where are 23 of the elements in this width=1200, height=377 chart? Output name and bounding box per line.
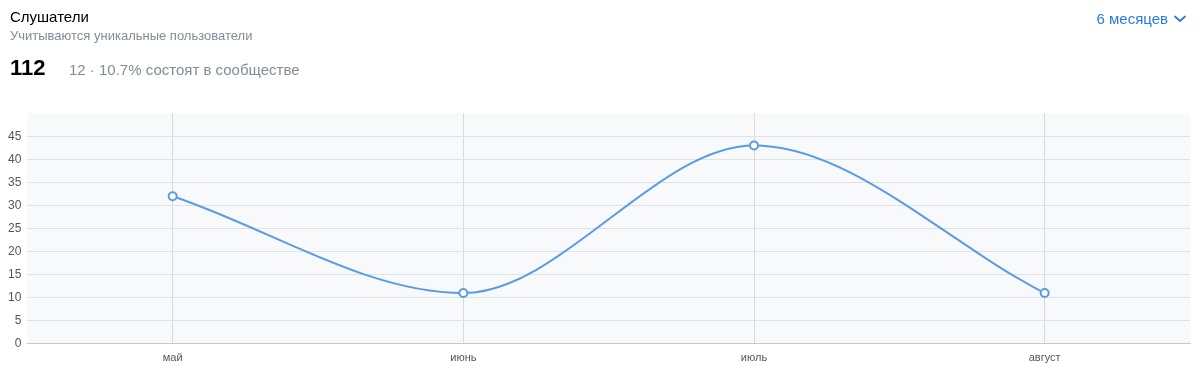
y-tick-label: 30 xyxy=(7,197,22,212)
chart-title: Слушатели xyxy=(10,8,89,25)
y-tick-label: 35 xyxy=(7,174,22,189)
point xyxy=(458,288,469,299)
y-tick-label: 20 xyxy=(7,243,22,258)
point xyxy=(1039,288,1050,299)
x-tick-label: июль xyxy=(740,351,768,364)
y-tick-label: 25 xyxy=(7,220,22,235)
text: 6 месяцев xyxy=(1096,10,1168,27)
x-tick-label: август xyxy=(1028,351,1061,364)
chart-subtitle: Учитываются уникальные пользователи xyxy=(10,28,253,43)
y-tick-label: 10 xyxy=(7,289,22,304)
y-tick-label: 0 xyxy=(14,336,22,351)
point xyxy=(749,140,760,151)
point xyxy=(167,191,178,202)
x-tick-label: июнь xyxy=(450,351,477,364)
y-tick-label: 5 xyxy=(14,313,22,328)
y-tick-label: 40 xyxy=(7,151,22,166)
y-tick-label: 15 xyxy=(7,266,22,281)
y-tick-label: 45 xyxy=(7,128,22,143)
x-tick-label: май xyxy=(162,351,183,364)
text: 12 · 10.7% состоят в сообществе xyxy=(69,61,300,78)
text: 112 xyxy=(10,55,46,81)
